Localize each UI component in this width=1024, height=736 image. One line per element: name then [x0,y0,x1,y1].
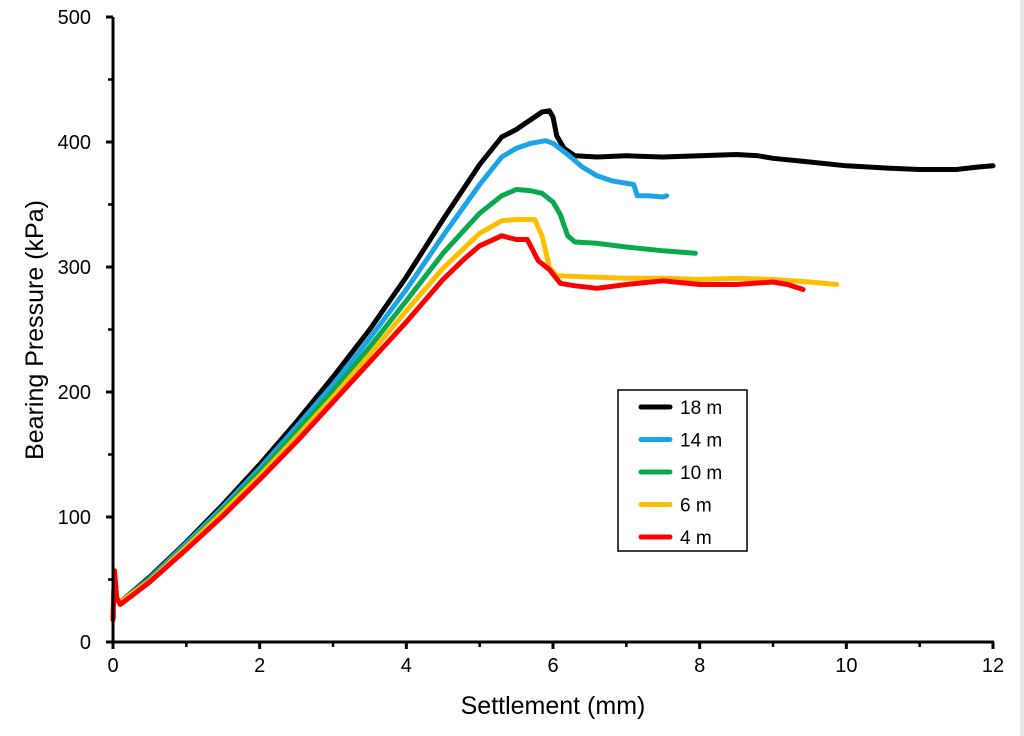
y-axis-label: Bearing Pressure (kPa) [21,200,49,460]
x-tick-label: 4 [401,655,412,677]
x-tick-label: 6 [547,655,558,677]
y-tick-label: 100 [58,507,91,529]
legend-label: 14 m [680,431,722,452]
y-tick-label: 500 [58,7,91,29]
y-tick-label: 400 [58,132,91,154]
x-tick-label: 12 [982,655,1004,677]
series-line-10m [110,187,698,622]
tick-labels: 0 2 4 6 8 10 12 0 100 200 300 400 500 [58,7,1005,677]
series-line-18m [110,108,996,622]
legend-label: 4 m [680,528,712,549]
y-tick-label: 200 [58,382,91,404]
legend: 18 m 14 m 10 m 6 m 4 m [617,389,748,552]
series-line-4m [110,233,806,622]
axes [106,15,995,649]
x-tick-label: 10 [835,655,857,677]
legend-label: 18 m [680,398,722,419]
x-axis-label: Settlement (mm) [461,692,646,720]
x-tick-label: 0 [107,655,118,677]
legend-label: 10 m [680,463,722,484]
legend-label: 6 m [680,496,712,517]
series-layer [110,108,996,622]
series-line-14m [110,138,670,622]
x-tick-label: 8 [694,655,705,677]
x-tick-label: 2 [254,655,265,677]
y-tick-label: 0 [80,632,91,654]
window-edge [1020,0,1024,736]
y-tick-label: 300 [58,257,91,279]
